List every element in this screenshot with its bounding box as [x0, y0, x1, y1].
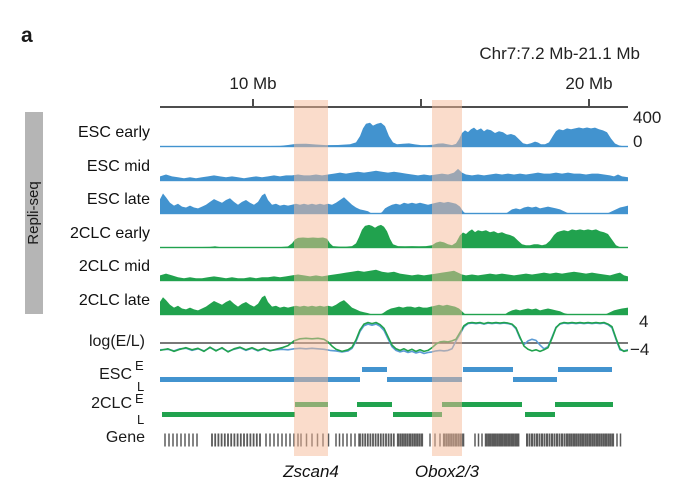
- highlight-band-obox2-3: [432, 100, 462, 456]
- 2clc-late-domain-bar: [330, 412, 357, 417]
- axis-tick: [588, 99, 590, 106]
- log-scale-max: 4: [639, 312, 649, 331]
- track-label-2clc-late: 2CLC late: [78, 291, 150, 309]
- gene-name-zscan4: Zscan4: [283, 462, 339, 481]
- track-label-2clc-early: 2CLC early: [69, 224, 150, 242]
- esc-early-letter: E: [135, 358, 144, 373]
- track-area-2clc-mid: [160, 269, 628, 282]
- esc-late-domain-bar: [513, 377, 557, 382]
- log-ratio-label: log(E/L): [88, 333, 145, 350]
- esc-early-domain-bar: [463, 367, 513, 372]
- repliseq-sidebar-bar: Repli-seq: [25, 112, 43, 314]
- 2clc-early-domain-bar: [357, 402, 392, 407]
- axis-tick-label: 10 Mb: [229, 74, 277, 93]
- track-scale-max: 400: [633, 108, 662, 127]
- axis-tick-label: 20 Mb: [565, 74, 613, 93]
- panel-letter: a: [21, 24, 33, 47]
- esc-domain-label: ESC: [99, 366, 132, 383]
- 2clc-early-domain-bar: [442, 402, 522, 407]
- 2clc-late-domain-bar: [162, 412, 295, 417]
- track-area-esc-early: [160, 122, 628, 148]
- track-area-2clc-late: [160, 295, 628, 315]
- gene-track-label: Gene: [105, 429, 145, 446]
- esc-late-domain-bar: [160, 377, 360, 382]
- esc-late-domain-bar: [387, 377, 462, 382]
- track-area-esc-mid: [160, 168, 628, 181]
- esc-late-letter: L: [137, 379, 145, 394]
- esc-early-domain-bar: [558, 367, 612, 372]
- track-label-esc-early: ESC early: [77, 124, 150, 141]
- 2clc-late-domain-bar: [393, 412, 442, 417]
- axis-tick: [420, 99, 422, 106]
- track-area-2clc-early: [160, 224, 628, 248]
- track-area-esc-late: [160, 193, 628, 215]
- track-label-esc-mid: ESC mid: [86, 157, 150, 175]
- log-ratio-svg: [160, 321, 628, 355]
- genome-axis-line: [160, 106, 628, 108]
- 2clc-late-domain-bar: [525, 412, 555, 417]
- gene-ticks-svg: [164, 433, 622, 447]
- gene-name-obox2-3: Obox2/3: [414, 462, 480, 481]
- highlight-band-zscan4: [294, 100, 328, 456]
- tclc-early-letter: E: [135, 391, 144, 406]
- esc-early-domain-bar: [362, 367, 387, 372]
- region-title: Chr7:7.2 Mb-21.1 Mb: [479, 44, 640, 63]
- tclc-domain-label: 2CLC: [91, 395, 132, 412]
- track-label-esc-late: ESC late: [86, 191, 150, 208]
- 2clc-early-domain-bar: [555, 402, 613, 407]
- track-label-2clc-mid: 2CLC mid: [78, 258, 150, 275]
- tclc-late-letter: L: [137, 412, 145, 427]
- log-scale-min: −4: [630, 340, 650, 359]
- axis-tick: [252, 99, 254, 106]
- track-scale-min: 0: [633, 132, 643, 151]
